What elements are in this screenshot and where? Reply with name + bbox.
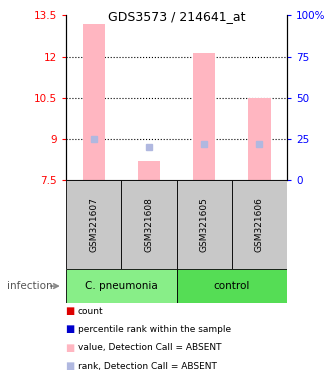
Text: GSM321605: GSM321605 <box>200 197 209 252</box>
Bar <box>82 24 105 180</box>
Bar <box>138 161 160 180</box>
Bar <box>66 269 177 303</box>
Text: control: control <box>214 281 250 291</box>
Bar <box>232 180 287 269</box>
Text: ■: ■ <box>65 343 74 353</box>
Text: C. pneumonia: C. pneumonia <box>85 281 158 291</box>
Bar <box>66 180 121 269</box>
Text: infection: infection <box>7 281 52 291</box>
Text: value, Detection Call = ABSENT: value, Detection Call = ABSENT <box>78 343 221 353</box>
Text: GSM321606: GSM321606 <box>255 197 264 252</box>
Bar <box>248 98 271 180</box>
Text: ■: ■ <box>65 361 74 371</box>
Text: GSM321607: GSM321607 <box>89 197 98 252</box>
Bar <box>177 269 287 303</box>
Bar <box>193 53 215 180</box>
Bar <box>177 180 232 269</box>
Text: ■: ■ <box>65 324 74 334</box>
Text: percentile rank within the sample: percentile rank within the sample <box>78 325 231 334</box>
Text: GSM321608: GSM321608 <box>145 197 153 252</box>
Text: GDS3573 / 214641_at: GDS3573 / 214641_at <box>108 10 245 23</box>
Text: ■: ■ <box>65 306 74 316</box>
Bar <box>121 180 177 269</box>
Text: rank, Detection Call = ABSENT: rank, Detection Call = ABSENT <box>78 362 216 371</box>
Text: count: count <box>78 306 103 316</box>
